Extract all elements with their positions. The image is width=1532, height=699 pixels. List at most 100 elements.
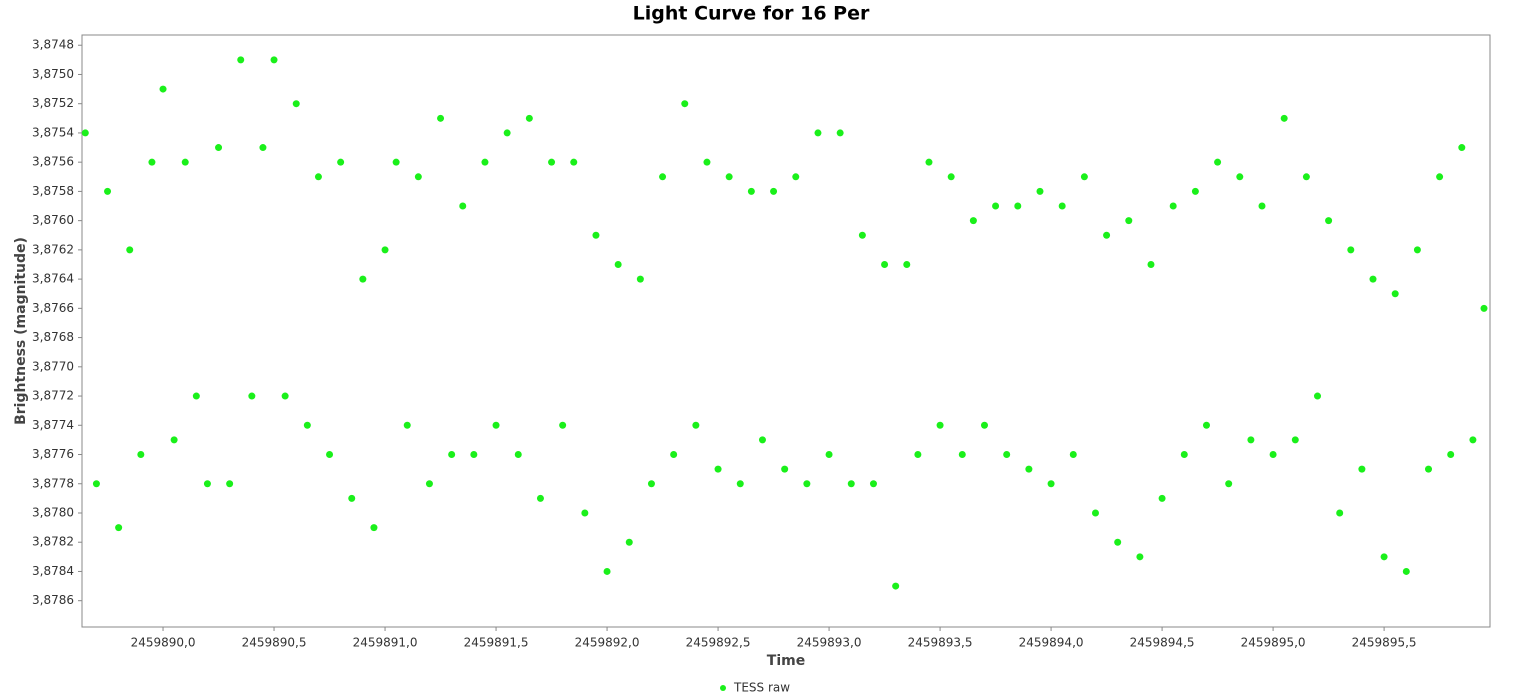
data-point — [148, 158, 156, 166]
data-point — [1391, 290, 1399, 298]
data-point — [1091, 509, 1099, 517]
data-point — [414, 173, 422, 181]
data-point — [1369, 275, 1377, 283]
data-point — [692, 421, 700, 429]
y-tick-label: 3,8776 — [32, 447, 74, 461]
x-tick-label: 2459890,5 — [242, 636, 307, 650]
y-tick-label: 3,8752 — [32, 96, 74, 110]
data-point — [1136, 553, 1144, 561]
data-point — [259, 144, 267, 152]
data-point — [1180, 451, 1188, 459]
data-point — [992, 202, 1000, 210]
data-point — [592, 231, 600, 239]
y-tick-label: 3,8764 — [32, 272, 74, 286]
data-point — [359, 275, 367, 283]
data-point — [1402, 567, 1410, 575]
data-point — [958, 451, 966, 459]
data-point — [1269, 451, 1277, 459]
y-tick-label: 3,8772 — [32, 389, 74, 403]
x-tick-label: 2459891,0 — [353, 636, 418, 650]
y-tick-label: 3,8758 — [32, 184, 74, 198]
data-point — [481, 158, 489, 166]
data-point — [914, 451, 922, 459]
data-point — [459, 202, 467, 210]
data-point — [936, 421, 944, 429]
data-point — [326, 451, 334, 459]
y-axis-title: Brightness (magnitude) — [13, 237, 29, 425]
data-point — [781, 465, 789, 473]
data-point — [1347, 246, 1355, 254]
data-point — [803, 480, 811, 488]
legend-label: TESS raw — [733, 681, 790, 695]
y-tick-label: 3,8784 — [32, 564, 74, 578]
data-point — [825, 451, 833, 459]
data-point — [1069, 451, 1077, 459]
data-point — [647, 480, 655, 488]
x-tick-label: 2459893,5 — [908, 636, 973, 650]
data-point — [1313, 392, 1321, 400]
x-tick-label: 2459893,0 — [797, 636, 862, 650]
data-point — [681, 100, 689, 108]
data-point — [1436, 173, 1444, 181]
y-tick-label: 3,8770 — [32, 359, 74, 373]
data-point — [836, 129, 844, 137]
data-point — [237, 56, 245, 64]
data-point — [192, 392, 200, 400]
data-point — [603, 567, 611, 575]
y-tick-label: 3,8756 — [32, 155, 74, 169]
data-point — [1014, 202, 1022, 210]
data-point — [1158, 494, 1166, 502]
data-point — [925, 158, 933, 166]
data-point — [614, 260, 622, 268]
data-point — [1103, 231, 1111, 239]
data-point — [1291, 436, 1299, 444]
data-point — [448, 451, 456, 459]
chart-title: Light Curve for 16 Per — [633, 3, 870, 25]
data-point — [881, 260, 889, 268]
x-tick-label: 2459894,5 — [1130, 636, 1195, 650]
data-point — [947, 173, 955, 181]
data-point — [303, 421, 311, 429]
data-point — [570, 158, 578, 166]
data-point — [1425, 465, 1433, 473]
data-point — [1336, 509, 1344, 517]
data-point — [92, 480, 100, 488]
x-tick-label: 2459895,0 — [1241, 636, 1306, 650]
y-tick-label: 3,8760 — [32, 213, 74, 227]
data-point — [1380, 553, 1388, 561]
data-point — [736, 480, 744, 488]
data-point — [747, 187, 755, 195]
data-point — [548, 158, 556, 166]
data-point — [137, 451, 145, 459]
data-point — [503, 129, 511, 137]
y-tick-label: 3,8748 — [32, 38, 74, 52]
y-tick-label: 3,8780 — [32, 505, 74, 519]
y-tick-label: 3,8774 — [32, 418, 74, 432]
data-point — [1025, 465, 1033, 473]
data-point — [869, 480, 877, 488]
data-point — [370, 524, 378, 532]
plot-area — [81, 34, 1491, 628]
data-point — [392, 158, 400, 166]
x-tick-label: 2459890,0 — [131, 636, 196, 650]
data-point — [659, 173, 667, 181]
data-point — [703, 158, 711, 166]
x-tick-label: 2459892,0 — [575, 636, 640, 650]
data-point — [725, 173, 733, 181]
y-tick-label: 3,8762 — [32, 242, 74, 256]
data-point — [847, 480, 855, 488]
data-point — [1247, 436, 1255, 444]
y-tick-label: 3,8768 — [32, 330, 74, 344]
data-point — [1214, 158, 1222, 166]
data-point — [215, 144, 223, 152]
data-point — [1358, 465, 1366, 473]
data-point — [181, 158, 189, 166]
data-point — [892, 582, 900, 590]
data-point — [1169, 202, 1177, 210]
data-point — [1280, 114, 1288, 122]
data-point — [1202, 421, 1210, 429]
x-tick-label: 2459892,5 — [686, 636, 751, 650]
legend-marker — [720, 685, 726, 691]
